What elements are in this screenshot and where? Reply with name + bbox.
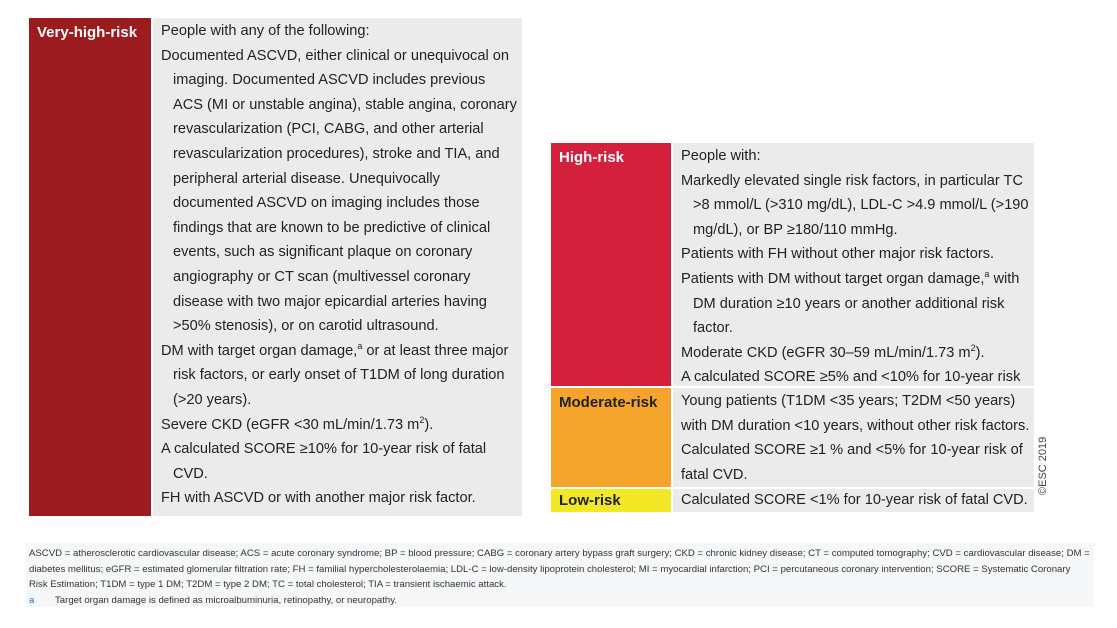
text: Moderate CKD (eGFR 30–59 mL/min/1.73 m (681, 344, 971, 361)
very-high-risk-table: Very-high-risk People with any of the fol… (29, 18, 522, 516)
superscript: a (357, 340, 363, 351)
risk-content: People with: Markedly elevated single ris… (673, 143, 1034, 410)
text: A calculated SCORE ≥10% for 10-year risk… (161, 441, 487, 482)
criterion: Severe CKD (eGFR <30 mL/min/1.73 m2). (161, 413, 518, 438)
risk-label: Moderate-risk (551, 388, 671, 487)
criterion: People with: (681, 144, 1030, 169)
text: People with any of the following: (161, 23, 370, 39)
text: with DM duration ≥10 years or another ad… (693, 270, 1020, 337)
criterion: DM with target organ damage,a or at leas… (161, 339, 518, 413)
text: Patients with FH without other major ris… (681, 246, 995, 263)
text: FH with ASCVD or with another major risk… (161, 490, 476, 507)
footnotes: ASCVD = atherosclerotic cardiovascular d… (26, 543, 1094, 607)
text: DM with target organ damage, (161, 342, 358, 359)
criterion: People with any of the following: (161, 19, 518, 44)
superscript: a (984, 269, 990, 280)
risk-content: Calculated SCORE <1% for 10-year risk of… (673, 489, 1034, 512)
text: or at least three major risk factors, or… (173, 342, 509, 408)
risk-content: Young patients (T1DM <35 years; T2DM <50… (673, 388, 1034, 487)
footnote-a: a Target organ damage is defined as micro… (29, 593, 1091, 609)
criterion: Markedly elevated single risk factors, i… (681, 169, 1030, 243)
text: ). (975, 344, 985, 361)
superscript: 2 (970, 342, 976, 353)
text: Calculated SCORE <1% for 10-year risk of… (681, 492, 1028, 508)
superscript: 2 (419, 414, 425, 425)
copyright: ©ESC 2019 (1037, 436, 1049, 495)
criterion: Young patients (T1DM <35 years; T2DM <50… (681, 389, 1030, 487)
criterion: A calculated SCORE ≥10% for 10-year risk… (161, 437, 518, 486)
risk-content: People with any of the following: Documen… (153, 18, 522, 516)
risk-label: Low-risk (551, 489, 671, 512)
criterion: Calculated SCORE <1% for 10-year risk of… (681, 489, 1030, 512)
criterion: Patients with DM without target organ da… (681, 267, 1030, 341)
risk-row: Low-risk Calculated SCORE <1% for 10-year… (551, 489, 1034, 512)
text: Severe CKD (eGFR <30 mL/min/1.73 m (161, 416, 420, 433)
criterion: Moderate CKD (eGFR 30–59 mL/min/1.73 m2)… (681, 341, 1030, 366)
risk-label: Very-high-risk (29, 18, 151, 516)
text: People with: (681, 148, 761, 164)
risk-table: High-risk People with: Markedly elevated s… (551, 143, 1034, 512)
text: Young patients (T1DM <35 years; T2DM <50… (681, 393, 1030, 483)
criterion: Documented ASCVD, either clinical or une… (161, 44, 518, 339)
risk-row: High-risk People with: Markedly elevated s… (551, 143, 1034, 410)
criterion: Patients with FH without other major ris… (681, 242, 1030, 267)
footnote-text: Target organ damage is defined as microa… (55, 594, 398, 606)
text: Patients with DM without target organ da… (681, 270, 985, 287)
text: Documented ASCVD, either clinical or une… (161, 47, 517, 335)
criterion: FH with ASCVD or with another major risk… (161, 486, 518, 511)
text: ). (424, 416, 434, 433)
risk-row: Moderate-risk Young patients (T1DM <35 ye… (551, 388, 1034, 487)
abbreviations: ASCVD = atherosclerotic cardiovascular d… (29, 548, 1090, 590)
footnote-marker: a (29, 594, 35, 606)
risk-label: High-risk (551, 143, 671, 386)
text: Markedly elevated single risk factors, i… (681, 172, 1029, 238)
risk-row: Very-high-risk People with any of the fol… (29, 18, 522, 516)
